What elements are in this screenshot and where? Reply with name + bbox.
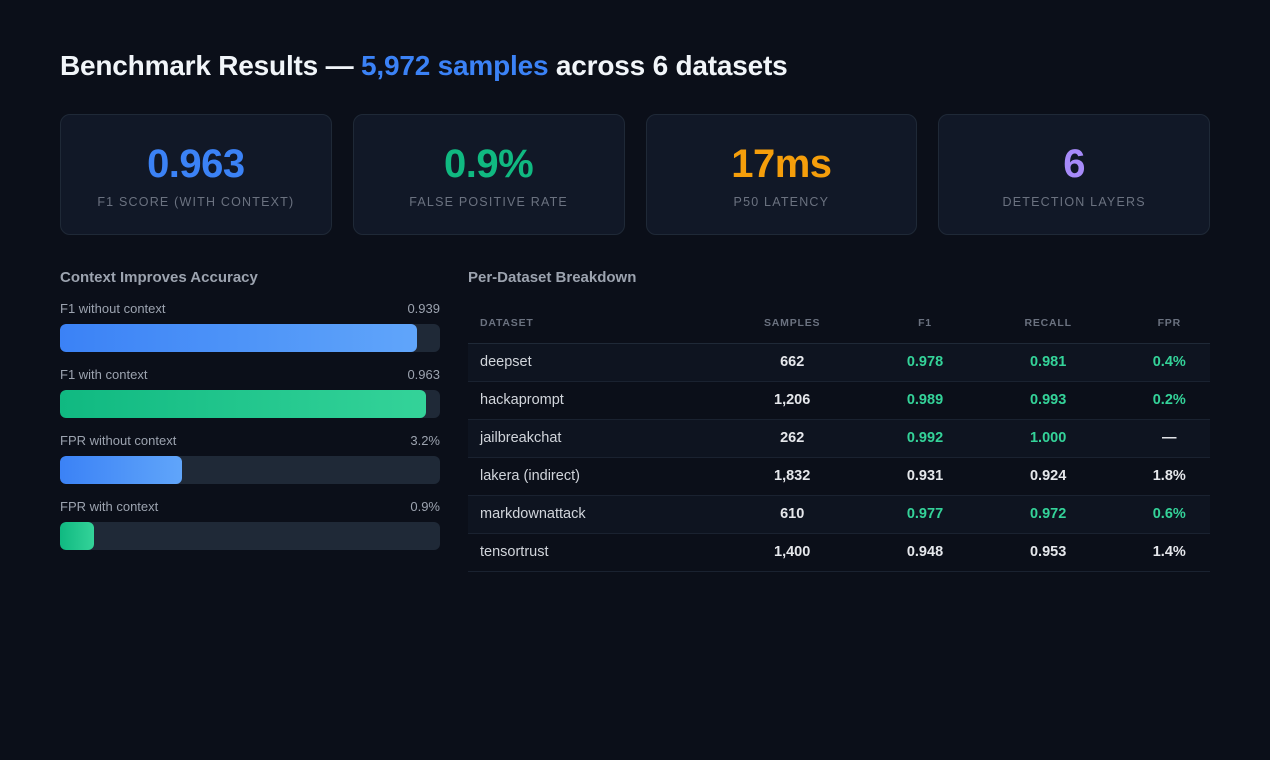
cell-fpr: 0.4% <box>1128 343 1210 382</box>
cell-dataset: jailbreakchat <box>468 419 703 458</box>
bar-label: FPR without context <box>60 433 177 448</box>
cell-samples: 1,832 <box>702 457 883 496</box>
column-header-fpr: FPR <box>1128 303 1210 344</box>
cell-samples: 262 <box>702 419 883 458</box>
cell-f1: 0.948 <box>882 533 968 572</box>
bar-track <box>60 324 440 352</box>
stat-label: DETECTION LAYERS <box>1002 195 1146 209</box>
cell-dataset: lakera (indirect) <box>468 457 703 496</box>
table-row: tensortrust 1,400 0.948 0.953 1.4% <box>468 533 1210 572</box>
context-bar-item: F1 without context 0.939 <box>60 300 440 352</box>
column-header-f1: F1 <box>882 303 968 344</box>
cell-fpr: 1.8% <box>1128 457 1210 496</box>
bar-value: 0.9% <box>410 499 440 514</box>
cell-fpr: 0.2% <box>1128 381 1210 420</box>
table-header-row: DATASET SAMPLES F1 RECALL FPR <box>468 303 1210 344</box>
table-row: deepset 662 0.978 0.981 0.4% <box>468 343 1210 382</box>
table-row: jailbreakchat 262 0.992 1.000— <box>468 419 1210 458</box>
stat-value: 6 <box>1063 142 1085 186</box>
bar-track <box>60 390 440 418</box>
cell-fpr: 0.6% <box>1128 495 1210 534</box>
column-header-dataset: DATASET <box>468 303 703 344</box>
cell-f1: 0.978 <box>882 343 968 382</box>
bar-fill <box>60 456 182 484</box>
cell-fpr: — <box>1128 419 1210 458</box>
stat-label: P50 LATENCY <box>733 195 830 209</box>
cell-samples: 662 <box>702 343 883 382</box>
breakdown-title: Per-Dataset Breakdown <box>468 269 637 286</box>
bar-value: 0.939 <box>407 301 440 316</box>
breakdown-table: DATASET SAMPLES F1 RECALL FPR deepset 662… <box>468 303 1210 572</box>
title-prefix: Benchmark Results — <box>60 50 361 81</box>
bar-track <box>60 522 440 550</box>
cell-dataset: markdownattack <box>468 495 703 534</box>
stat-cards: 0.963 F1 SCORE (WITH CONTEXT) 0.9% FALSE… <box>60 114 1210 235</box>
cell-recall: 0.924 <box>967 457 1129 496</box>
bar-track <box>60 456 440 484</box>
stat-card-fpr: 0.9% FALSE POSITIVE RATE <box>352 114 625 235</box>
stat-value: 0.963 <box>147 142 245 186</box>
title-suffix: across 6 datasets <box>548 50 788 81</box>
cell-samples: 1,400 <box>702 533 883 572</box>
title-sample-count: 5,972 samples <box>361 50 549 81</box>
page-title: Benchmark Results — 5,972 samples across… <box>60 46 1210 86</box>
context-bars: F1 without context 0.939 F1 with context 0.… <box>60 300 440 550</box>
cell-fpr: 1.4% <box>1128 533 1210 572</box>
bar-head: F1 without context 0.939 <box>60 300 440 318</box>
bar-label: FPR with context <box>60 499 159 514</box>
bar-value: 0.963 <box>407 367 440 382</box>
stat-value: 17ms <box>731 142 832 186</box>
cell-samples: 1,206 <box>702 381 883 420</box>
stat-card-layers: 6 DETECTION LAYERS <box>938 114 1210 235</box>
cell-recall: 0.953 <box>967 533 1129 572</box>
stat-card-latency: 17ms P50 LATENCY <box>645 114 918 235</box>
cell-recall: 1.000 <box>967 419 1129 458</box>
table-row: lakera (indirect) 1,832 0.931 0.924 1.8% <box>468 457 1210 496</box>
context-bar-item: FPR with context 0.9% <box>60 498 440 550</box>
bar-label: F1 with context <box>60 367 148 382</box>
bar-value: 3.2% <box>410 433 440 448</box>
cell-recall: 0.993 <box>967 381 1129 420</box>
bar-head: FPR without context 3.2% <box>60 432 440 450</box>
cell-dataset: hackaprompt <box>468 381 703 420</box>
stat-label: FALSE POSITIVE RATE <box>409 195 568 209</box>
bar-fill <box>60 324 417 352</box>
stat-label: F1 SCORE (WITH CONTEXT) <box>97 195 295 209</box>
cell-recall: 0.972 <box>967 495 1129 534</box>
cell-f1: 0.992 <box>882 419 968 458</box>
cell-f1: 0.931 <box>882 457 968 496</box>
cell-samples: 610 <box>702 495 883 534</box>
context-title: Context Improves Accuracy <box>60 269 258 286</box>
bar-label: F1 without context <box>60 301 166 316</box>
stat-card-f1: 0.963 F1 SCORE (WITH CONTEXT) <box>60 114 332 235</box>
bar-fill <box>60 522 95 550</box>
benchmark-page: Benchmark Results — 5,972 samples across… <box>60 46 1210 572</box>
cell-f1: 0.989 <box>882 381 968 420</box>
table-row: hackaprompt 1,206 0.989 0.993 0.2% <box>468 381 1210 420</box>
context-bar-item: F1 with context 0.963 <box>60 366 440 418</box>
context-bar-item: FPR without context 3.2% <box>60 432 440 484</box>
cell-recall: 0.981 <box>967 343 1129 382</box>
bar-fill <box>60 390 426 418</box>
bar-head: FPR with context 0.9% <box>60 498 440 516</box>
breakdown-panel: Per-Dataset Breakdown DATASET SAMPLES F1… <box>468 268 1210 572</box>
bar-head: F1 with context 0.963 <box>60 366 440 384</box>
cell-f1: 0.977 <box>882 495 968 534</box>
table-row: markdownattack 610 0.977 0.972 0.6% <box>468 495 1210 534</box>
cell-dataset: tensortrust <box>468 533 703 572</box>
cell-dataset: deepset <box>468 343 703 382</box>
column-header-samples: SAMPLES <box>702 303 883 344</box>
stat-value: 0.9% <box>444 142 534 186</box>
column-header-recall: RECALL <box>967 303 1129 344</box>
context-panel: Context Improves Accuracy F1 without con… <box>60 268 440 572</box>
